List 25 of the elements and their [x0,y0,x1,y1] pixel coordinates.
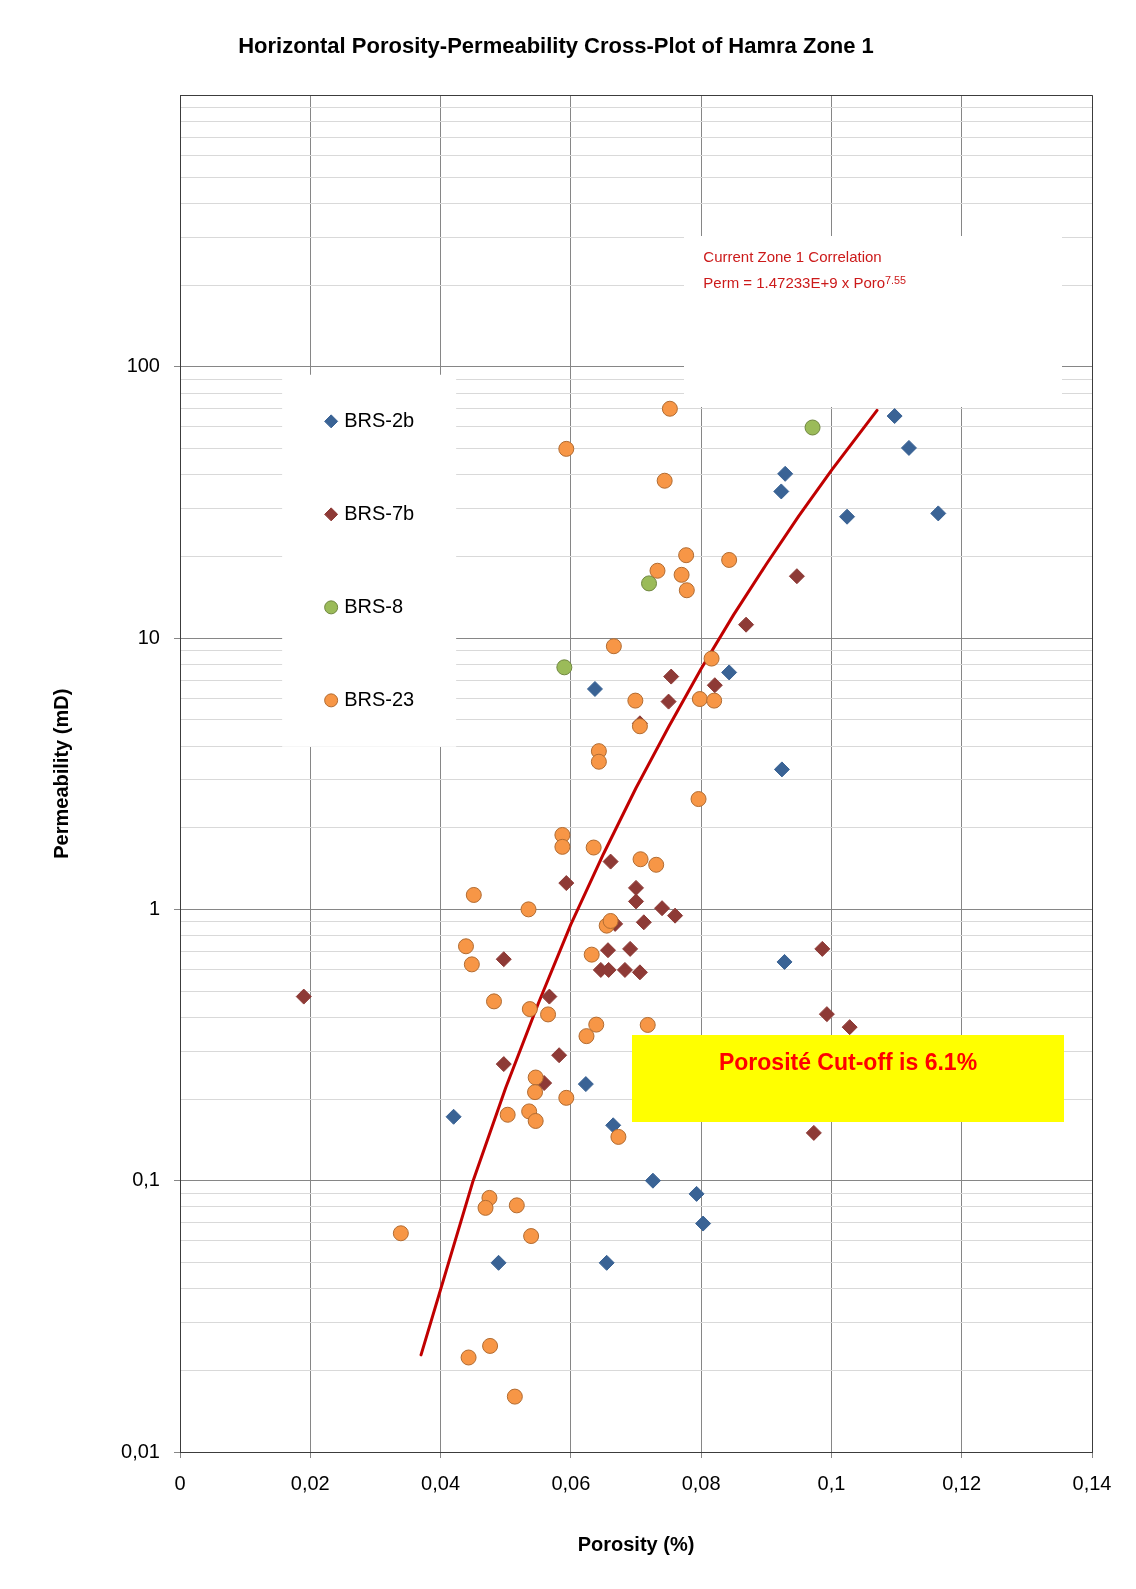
legend-label: BRS-23 [344,687,415,710]
legend-label: BRS-7b [344,501,415,524]
y-axis-title: Permeability (mD) [49,688,72,859]
y-tick-label: 0,1 [132,1168,160,1191]
x-tick-label: 0,12 [942,1471,982,1494]
x-tick-label: 0,06 [551,1471,591,1494]
x-tick-label: 0,1 [817,1471,846,1494]
annotation: Porosité Cut-off is 6.1% [718,1048,978,1076]
x-tick-label: 0,04 [421,1471,461,1494]
annotation: Perm = 1.47233E+9 x Poro$^{7.55}$ [703,273,907,292]
annotation: Current Zone 1 Correlation [703,248,882,266]
y-tick-label: 1 [148,896,160,919]
x-tick-label: 0,14 [1072,1471,1112,1494]
note-box: Current Zone 1 Correlation Perm = 1.47233E+9 x Poro$^{7.55}$ [684,235,1062,407]
y-tick-label: 100 [126,354,160,377]
x-tick-label: 0,02 [290,1471,330,1494]
chart-title: Horizontal Porosity-Permeability Cross-Plot of Hamra Zone 1 [238,33,874,59]
x-tick-label: 0,08 [681,1471,721,1494]
note-box: Porosité Cut-off is 6.1% [632,1034,1064,1123]
y-tick-label: 0,01 [121,1439,160,1462]
y-tick-label: 10 [137,625,160,648]
x-tick-label: 0 [174,1471,186,1494]
x-axis-title: Porosity (%) [577,1532,695,1555]
legend-label: BRS-8 [344,594,404,617]
legend-label: BRS-2b [344,408,415,431]
